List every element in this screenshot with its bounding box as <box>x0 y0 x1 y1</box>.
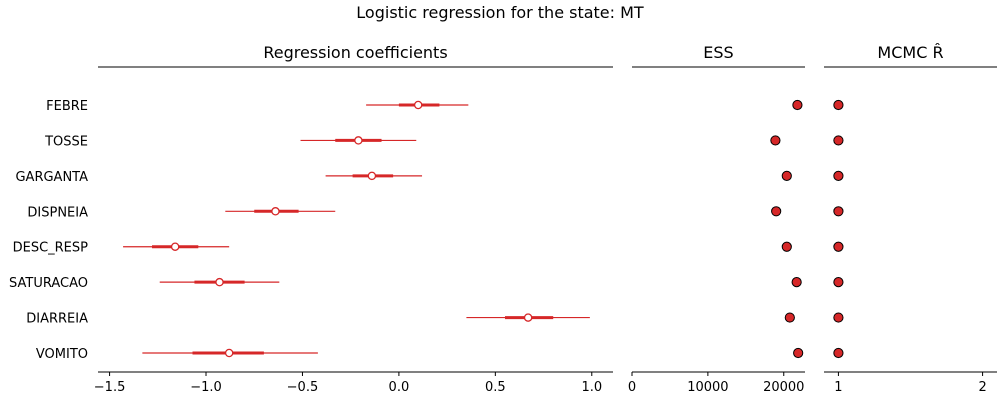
ess-point-febre <box>792 99 803 111</box>
x-tick-label: 0.0 <box>389 380 410 395</box>
x-tick-label: 1.0 <box>581 380 602 395</box>
x-tick-label: 0 <box>628 380 636 395</box>
panel-rhat: MCMC R̂ 1 2 <box>824 43 997 395</box>
y-label-saturacao: SATURACAO <box>9 276 88 291</box>
ess-point-vomito <box>793 347 804 359</box>
rhat-point-garganta <box>833 170 844 181</box>
y-label-febre: FEBRE <box>46 99 88 114</box>
x-tick-label: 10000 <box>687 380 728 395</box>
mean-point-diarreia <box>523 313 533 322</box>
ess-point-garganta <box>781 170 792 181</box>
mean-point-tosse <box>354 136 363 145</box>
ess-point-saturacao <box>791 277 802 288</box>
x-tick-label: 2 <box>978 380 986 395</box>
ess-point-tosse <box>770 135 781 146</box>
x-tick-label: 20000 <box>763 380 804 395</box>
rhat-point-vomito <box>833 347 844 359</box>
x-tick-label: −0.5 <box>287 380 319 395</box>
y-label-garganta: GARGANTA <box>15 170 88 185</box>
ess-point-diarreia <box>784 312 795 323</box>
mean-point-desc_resp <box>170 242 180 251</box>
panel-title-coef: Regression coefficients <box>263 43 447 62</box>
x-tick-label: −1.5 <box>94 380 126 395</box>
panel-title-rhat: MCMC R̂ <box>877 43 943 62</box>
mean-point-dispneia <box>271 207 280 216</box>
panel-title-ess: ESS <box>703 43 733 62</box>
rhat-point-saturacao <box>833 277 844 288</box>
rhat-point-tosse <box>833 135 844 146</box>
mean-point-saturacao <box>215 277 224 287</box>
x-tick-label: 0.5 <box>485 380 506 395</box>
mean-point-vomito <box>224 348 234 358</box>
plot-panels: Regression coefficients −1.5 −1.0 −0.5 0.0 0.… <box>94 43 997 395</box>
mean-point-febre <box>413 100 423 110</box>
rhat-point-dispneia <box>833 206 844 217</box>
rhat-point-desc_resp <box>833 241 844 252</box>
y-label-tosse: TOSSE <box>44 134 88 149</box>
ess-point-desc_resp <box>781 241 792 252</box>
ess-point-dispneia <box>771 206 782 217</box>
x-tick-label: 1 <box>834 380 842 395</box>
y-label-dispneia: DISPNEIA <box>27 205 88 220</box>
y-label-desc_resp: DESC_RESP <box>13 241 89 256</box>
y-label-diarreia: DIARREIA <box>26 312 88 327</box>
y-label-vomito: VOMITO <box>36 347 88 362</box>
x-tick-label: −1.0 <box>190 380 222 395</box>
chart-title: Logistic regression for the state: MT <box>356 3 644 22</box>
mean-point-garganta <box>367 171 377 181</box>
panel-ess: ESS 0 10000 20000 <box>628 43 805 395</box>
rhat-point-febre <box>833 99 844 111</box>
rhat-point-diarreia <box>833 312 844 323</box>
panel-coef: Regression coefficients −1.5 −1.0 −0.5 0.0 0.… <box>94 43 613 395</box>
variable-labels: FEBRE TOSSE GARGANTA DISPNEIA DESC_RESP SATUR… <box>9 99 89 362</box>
